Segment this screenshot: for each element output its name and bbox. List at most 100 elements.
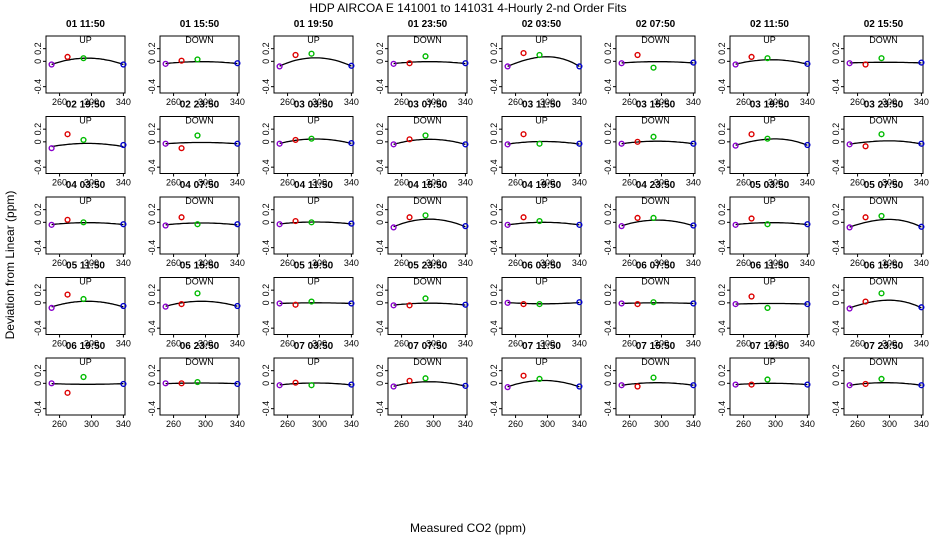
x-tick-label: 260 (280, 419, 295, 429)
panel-direction: UP (763, 35, 776, 45)
y-tick-label: -0.4 (831, 240, 841, 256)
data-point (194, 378, 201, 386)
x-tick-label: 300 (882, 339, 897, 349)
y-tick-label: 0.2 (489, 284, 499, 297)
panel-title: 02 19:50 (66, 100, 106, 111)
y-tick-label: 0.2 (375, 123, 385, 136)
x-axis-label: Measured CO2 (ppm) (410, 521, 526, 535)
data-point (732, 61, 739, 68)
data-point (878, 375, 885, 383)
panel-title: 05 11:50 (66, 261, 105, 272)
data-point (748, 131, 755, 138)
data-point (764, 55, 771, 62)
y-tick-label: -0.4 (717, 240, 727, 256)
data-point (422, 212, 429, 219)
panel-direction: UP (307, 277, 320, 287)
panel: 02 23:50 DOWN -0.4 0 0.2 260 300 340 (147, 100, 245, 188)
data-point (194, 221, 201, 228)
fit-curve (165, 141, 238, 145)
fit-curve (393, 302, 466, 306)
panel: 03 23:50 DOWN -0.4 0 0.2 260 300 340 (831, 100, 929, 188)
y-tick-label: 0.2 (261, 42, 271, 55)
y-tick-label: 0.2 (717, 364, 727, 377)
panel-title: 06 19:50 (66, 341, 106, 352)
y-tick-label: 0 (375, 220, 385, 225)
data-point (878, 55, 885, 62)
y-tick-label: -0.4 (147, 159, 157, 175)
x-tick-label: 260 (850, 419, 865, 429)
data-point (618, 60, 625, 67)
x-tick-label: 260 (394, 258, 409, 268)
x-tick-label: 340 (116, 419, 131, 429)
panel: 07 07:50 DOWN -0.4 0 0.2 260 300 340 (375, 341, 473, 429)
x-tick-label: 340 (230, 97, 245, 107)
y-tick-label: 0 (33, 59, 43, 64)
data-point (732, 381, 739, 388)
data-point (276, 63, 283, 70)
x-tick-label: 300 (768, 419, 783, 429)
x-tick-label: 260 (166, 339, 181, 349)
x-tick-label: 260 (166, 419, 181, 429)
data-point (48, 145, 55, 152)
data-point (520, 372, 527, 379)
y-tick-label: 0 (603, 59, 613, 64)
panel: 02 03:50 UP -0.4 0 0.2 260 300 340 (489, 19, 587, 107)
y-tick-label: -0.4 (489, 79, 499, 95)
panel-direction: DOWN (185, 35, 214, 45)
data-point (650, 374, 657, 381)
data-point (48, 380, 55, 387)
x-tick-label: 260 (736, 178, 751, 188)
panel: 05 23:50 DOWN -0.4 0 0.2 260 300 340 (375, 261, 473, 349)
x-tick-label: 300 (426, 339, 441, 349)
data-point (422, 132, 429, 139)
x-tick-label: 300 (198, 419, 213, 429)
y-tick-label: 0 (33, 381, 43, 386)
fit-curve (279, 302, 352, 305)
fit-curve (621, 302, 694, 305)
x-tick-label: 300 (540, 339, 555, 349)
y-tick-label: -0.4 (375, 240, 385, 256)
y-tick-label: -0.4 (717, 401, 727, 417)
x-tick-label: 300 (540, 178, 555, 188)
panel-frame (159, 277, 240, 335)
x-tick-label: 300 (540, 97, 555, 107)
fit-curve (849, 299, 922, 309)
x-tick-label: 260 (52, 339, 67, 349)
panel-title: 03 07:50 (408, 100, 448, 111)
data-point (918, 59, 925, 66)
panel-direction: UP (79, 277, 92, 287)
data-point (390, 302, 397, 309)
data-point (308, 382, 315, 389)
y-tick-label: -0.4 (831, 159, 841, 175)
fit-curve (165, 61, 238, 65)
fit-curve (51, 382, 124, 385)
fit-curve (735, 222, 808, 226)
panel-title: 02 07:50 (636, 19, 676, 30)
y-tick-label: 0.2 (375, 284, 385, 297)
data-point (64, 389, 71, 396)
data-point (390, 60, 397, 67)
data-point (804, 301, 811, 308)
data-point (462, 382, 469, 389)
panel-direction: DOWN (641, 277, 670, 287)
panel-title: 01 19:50 (294, 19, 334, 30)
data-point (292, 379, 299, 386)
x-tick-label: 340 (458, 178, 473, 188)
y-tick-label: 0 (831, 220, 841, 225)
panel-title: 07 23:50 (864, 341, 904, 352)
x-tick-label: 340 (800, 419, 815, 429)
panel-frame (45, 35, 126, 94)
y-tick-label: 0.2 (831, 284, 841, 297)
panel-direction: UP (307, 116, 320, 126)
x-tick-label: 260 (850, 339, 865, 349)
x-tick-label: 340 (686, 258, 701, 268)
x-tick-label: 300 (654, 97, 669, 107)
data-point (80, 136, 87, 144)
panel-title: 05 19:50 (294, 261, 334, 272)
x-tick-label: 260 (280, 339, 295, 349)
data-point (292, 301, 299, 308)
data-point (764, 221, 771, 228)
fit-curve (735, 138, 808, 146)
fit-curve (849, 382, 922, 386)
data-point (64, 131, 71, 138)
